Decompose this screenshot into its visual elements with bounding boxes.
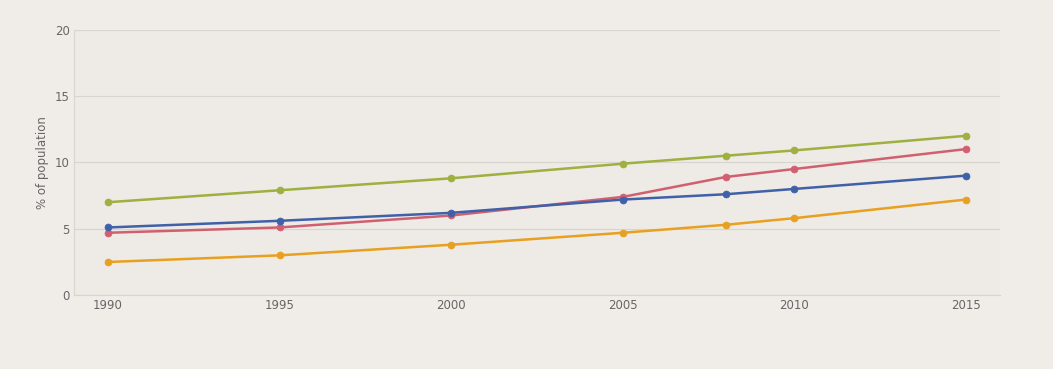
Line: High-income: High-income bbox=[104, 172, 970, 231]
High-income bbox=[274, 218, 286, 223]
High-income bbox=[959, 173, 972, 178]
Line: Upper-middle-income: Upper-middle-income bbox=[104, 132, 970, 206]
Lower-middle-income bbox=[959, 147, 972, 151]
Y-axis label: % of population: % of population bbox=[36, 116, 49, 209]
Upper-middle-income bbox=[959, 134, 972, 138]
Low-income bbox=[959, 197, 972, 202]
High-income bbox=[719, 192, 732, 196]
High-income bbox=[788, 187, 800, 191]
Upper-middle-income bbox=[719, 154, 732, 158]
Low-income bbox=[445, 242, 458, 247]
Lower-middle-income bbox=[788, 167, 800, 171]
Line: Lower-middle-income: Lower-middle-income bbox=[104, 146, 970, 236]
Line: Low-income: Low-income bbox=[104, 196, 970, 265]
Lower-middle-income bbox=[719, 175, 732, 179]
Lower-middle-income bbox=[102, 231, 115, 235]
Upper-middle-income bbox=[102, 200, 115, 204]
Low-income bbox=[788, 216, 800, 220]
High-income bbox=[445, 211, 458, 215]
Low-income bbox=[719, 223, 732, 227]
Upper-middle-income bbox=[445, 176, 458, 180]
High-income bbox=[102, 225, 115, 230]
Upper-middle-income bbox=[616, 162, 629, 166]
Upper-middle-income bbox=[788, 148, 800, 153]
Low-income bbox=[616, 231, 629, 235]
Low-income bbox=[274, 253, 286, 258]
Lower-middle-income bbox=[616, 195, 629, 199]
Low-income bbox=[102, 260, 115, 264]
Lower-middle-income bbox=[445, 213, 458, 218]
Lower-middle-income bbox=[274, 225, 286, 230]
High-income bbox=[616, 197, 629, 202]
Upper-middle-income bbox=[274, 188, 286, 193]
